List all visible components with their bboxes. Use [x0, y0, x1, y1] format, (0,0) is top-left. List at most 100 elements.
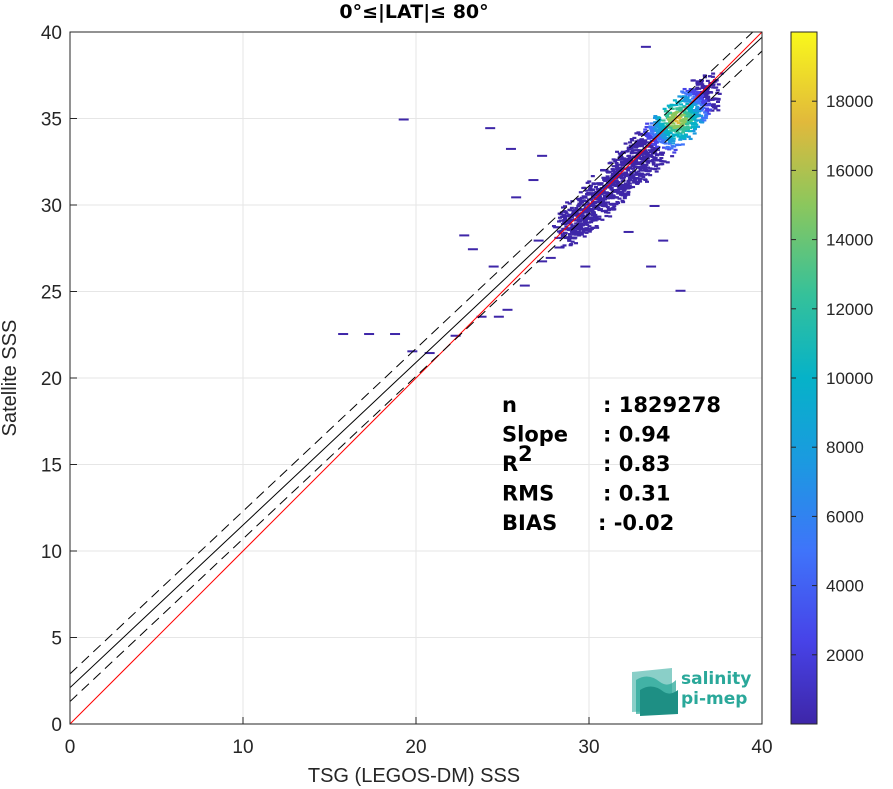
- density-cell: [565, 219, 570, 223]
- density-cell: [695, 91, 700, 94]
- density-cell: [691, 129, 696, 133]
- density-cell: [677, 135, 682, 138]
- density-cell: [578, 226, 583, 229]
- density-cell: [602, 178, 607, 182]
- density-cell: [635, 149, 640, 152]
- density-cell: [663, 122, 668, 125]
- density-cell: [602, 205, 607, 208]
- density-cell: [620, 162, 625, 166]
- density-cell: [610, 168, 615, 171]
- density-cell: [567, 238, 572, 241]
- x-tick-label: 20: [405, 737, 426, 758]
- density-cell: [643, 130, 648, 134]
- density-cell: [597, 217, 602, 221]
- density-cell: [571, 233, 576, 236]
- density-cell: [600, 201, 605, 204]
- density-cell: [667, 142, 672, 145]
- density-cell: [577, 198, 582, 201]
- density-cell: [676, 121, 681, 125]
- density-cell: [705, 79, 710, 82]
- density-cell: [640, 144, 645, 147]
- density-cell: [666, 104, 671, 107]
- density-cell: [703, 88, 708, 91]
- density-cell: [569, 219, 574, 222]
- density-cell: [640, 166, 645, 170]
- density-cell: [682, 121, 687, 124]
- density-cell: [705, 107, 710, 110]
- density-cell: [583, 227, 588, 230]
- colorbar-tick-label: 6000: [826, 507, 864, 526]
- density-cell: [622, 183, 627, 187]
- density-cell: [589, 192, 594, 196]
- density-cell: [717, 92, 722, 95]
- density-cell: [629, 162, 634, 165]
- density-cell: [703, 93, 708, 96]
- density-cell: [639, 143, 644, 146]
- density-cell: [700, 108, 705, 111]
- density-cell: [603, 209, 608, 212]
- stat-value-bias: : -0.02: [598, 511, 674, 535]
- density-cell: [545, 256, 556, 259]
- chart-title: 0°≤|LAT|≤ 80°: [339, 1, 488, 23]
- density-cell: [644, 163, 649, 166]
- density-cell: [685, 97, 690, 100]
- density-cell: [579, 196, 584, 199]
- density-cell: [567, 235, 572, 238]
- density-cell: [653, 140, 658, 144]
- density-cell: [709, 103, 714, 106]
- density-cell: [675, 289, 686, 292]
- density-cell: [682, 106, 687, 109]
- y-tick-label: 5: [51, 629, 62, 650]
- density-cell: [575, 209, 580, 212]
- density-cell: [659, 157, 664, 160]
- density-cell: [450, 334, 461, 337]
- density-cell: [689, 92, 694, 95]
- density-cell: [682, 99, 687, 102]
- density-cell: [707, 98, 712, 101]
- density-cell: [583, 219, 588, 223]
- density-cell: [638, 168, 643, 172]
- density-cell: [663, 131, 668, 134]
- density-cell: [645, 156, 650, 159]
- density-cell: [638, 141, 643, 144]
- density-cell: [582, 235, 587, 238]
- density-cell: [580, 265, 591, 268]
- density-cell: [644, 125, 649, 129]
- density-cell: [671, 133, 676, 136]
- density-cell: [569, 230, 574, 233]
- density-cell: [574, 213, 579, 216]
- density-cell: [716, 98, 721, 101]
- density-cell: [608, 186, 613, 189]
- density-cell: [695, 81, 700, 84]
- density-cell: [672, 151, 677, 154]
- density-cell: [681, 128, 686, 131]
- density-cell: [602, 201, 607, 204]
- density-cell: [568, 237, 573, 240]
- density-cell: [630, 164, 635, 167]
- density-cell: [668, 106, 673, 109]
- colorbar-tick-label: 10000: [826, 369, 873, 388]
- density-cell: [710, 84, 715, 87]
- density-cell: [606, 211, 611, 214]
- density-cell: [629, 171, 634, 174]
- density-cell: [707, 104, 712, 107]
- density-cell: [670, 145, 675, 148]
- density-cell: [656, 167, 661, 170]
- density-cell: [692, 96, 697, 99]
- density-cell: [606, 201, 611, 204]
- density-cell: [590, 201, 595, 204]
- density-cell: [639, 138, 644, 141]
- density-cell: [715, 100, 720, 103]
- x-tick-label: 30: [578, 737, 599, 758]
- density-cell: [684, 115, 689, 119]
- density-cell: [605, 186, 610, 189]
- density-cell: [669, 147, 674, 150]
- density-cell: [672, 112, 677, 115]
- density-cell: [614, 173, 619, 177]
- stat-label-slope: Slope: [502, 423, 568, 447]
- density-cell: [593, 202, 598, 205]
- density-cell: [682, 87, 687, 91]
- density-cell: [627, 166, 632, 169]
- density-cell: [597, 197, 602, 200]
- density-cell: [595, 226, 600, 229]
